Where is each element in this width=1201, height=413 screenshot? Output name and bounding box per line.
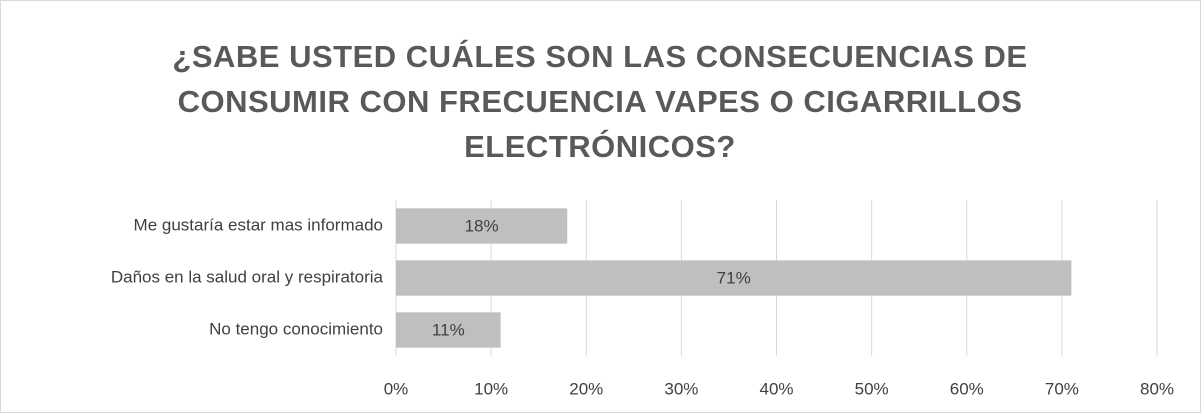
data-label: 11% bbox=[432, 320, 465, 339]
data-label: 71% bbox=[717, 268, 751, 287]
x-tick-label: 30% bbox=[664, 379, 698, 398]
bar bbox=[396, 260, 1072, 296]
x-tick-label: 10% bbox=[474, 379, 508, 398]
y-tick-label: Daños en la salud oral y respiratoria bbox=[111, 267, 384, 286]
chart-title: ¿SABE USTED CUÁLES SON LAS CONSECUENCIAS… bbox=[172, 39, 1028, 164]
y-tick-label: Me gustaría estar mas informado bbox=[134, 215, 383, 234]
x-tick-label: 40% bbox=[759, 379, 793, 398]
bar bbox=[396, 312, 501, 348]
bar bbox=[396, 208, 568, 244]
x-tick-label: 20% bbox=[569, 379, 603, 398]
x-tick-label: 60% bbox=[950, 379, 984, 398]
x-tick-label: 50% bbox=[855, 379, 889, 398]
x-tick-label: 70% bbox=[1045, 379, 1079, 398]
x-tick-label: 80% bbox=[1140, 379, 1174, 398]
data-label: 18% bbox=[465, 216, 499, 235]
y-tick-label: No tengo conocimiento bbox=[209, 319, 383, 338]
x-tick-label: 0% bbox=[384, 379, 409, 398]
